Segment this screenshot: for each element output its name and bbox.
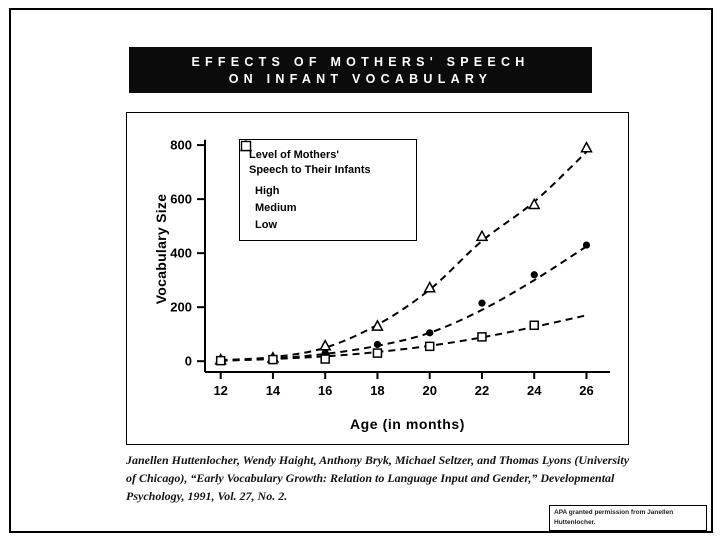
svg-text:12: 12 [213, 383, 227, 398]
slide-title-line-1: EFFECTS OF MOTHERS' SPEECH [191, 54, 530, 69]
legend-item-high: High [240, 140, 407, 197]
legend-items: High Medium Low [240, 140, 407, 231]
title-bar: EFFECTS OF MOTHERS' SPEECH ON INFANT VOC… [129, 47, 592, 93]
svg-text:22: 22 [475, 383, 489, 398]
vocab-chart-svg: 0 200 400 600 800 12 14 16 18 20 22 24 26 [170, 138, 610, 398]
square-open-marker-icon [240, 140, 252, 152]
svg-text:16: 16 [318, 383, 332, 398]
permission-note: APA granted permission from Janellen Hut… [549, 505, 707, 531]
legend-title-line-1: Level of Mothers' [249, 149, 340, 161]
svg-text:800: 800 [170, 138, 192, 153]
x-axis-label: Age (in months) [350, 416, 465, 432]
legend-item-low: Low [240, 140, 407, 231]
svg-text:14: 14 [266, 383, 281, 398]
legend-label-medium: Medium [255, 201, 297, 214]
svg-text:0: 0 [185, 354, 192, 369]
svg-text:20: 20 [422, 383, 436, 398]
y-axis-label: Vocabulary Size [153, 193, 169, 305]
svg-text:18: 18 [370, 383, 384, 398]
svg-text:26: 26 [579, 383, 593, 398]
svg-text:200: 200 [170, 300, 192, 315]
legend-label-high: High [255, 184, 280, 197]
source-caption: Janellen Huttenlocher, Wendy Haight, Ant… [126, 453, 630, 503]
legend-title-line-2: Speech to Their Infants [249, 163, 371, 176]
svg-text:24: 24 [527, 383, 542, 398]
svg-text:400: 400 [170, 246, 192, 261]
legend-item-medium: Medium [242, 142, 407, 214]
svg-text:600: 600 [170, 192, 192, 207]
legend-label-low: Low [255, 218, 277, 231]
slide-title-line-2: ON INFANT VOCABULARY [228, 71, 493, 86]
chart-figure: 0 200 400 600 800 12 14 16 18 20 22 24 26 Vocabulary… [126, 112, 629, 445]
chart-legend: Level of Mothers' Speech to Their Infant… [239, 139, 417, 241]
